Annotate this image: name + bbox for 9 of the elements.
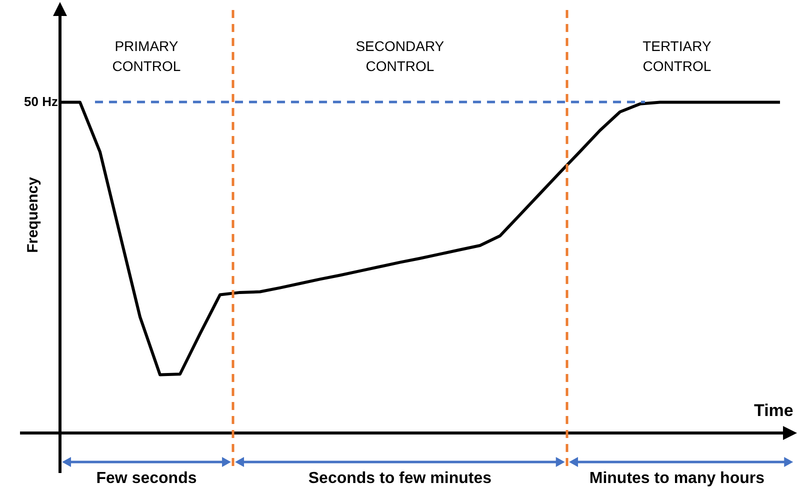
annotation: 50 Hz [24, 94, 58, 110]
text: Seconds to few minutes [308, 470, 492, 488]
text: SECONDARY CONTROL [354, 37, 446, 76]
text: TERTIARY CONTROL [642, 37, 712, 76]
text: Minutes to many hours [589, 470, 764, 488]
y-axis-title: Frequency [24, 177, 42, 253]
text: PRIMARY CONTROL [111, 37, 182, 76]
x-axis-title: Time [754, 401, 794, 421]
text: Few seconds [96, 470, 197, 488]
